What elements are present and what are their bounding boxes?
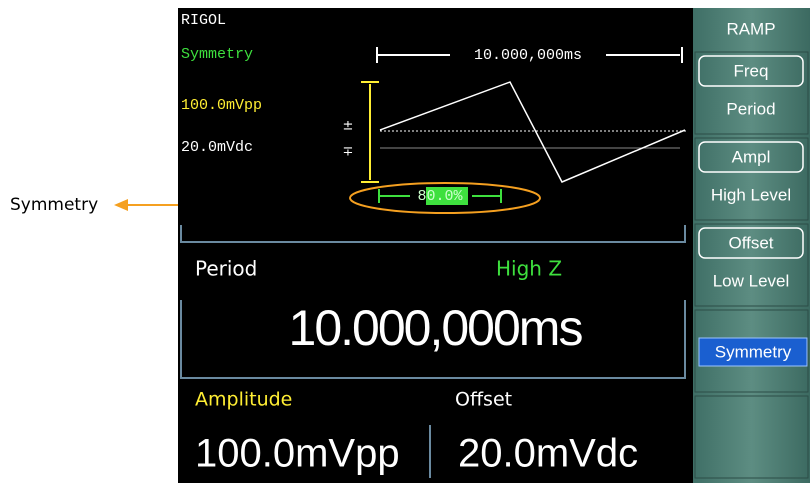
menu-panel	[693, 8, 810, 483]
wave-frame	[180, 225, 686, 243]
menu-tab	[698, 227, 804, 259]
offset-label: Offset	[455, 389, 512, 411]
menu-top: Ampl	[732, 147, 771, 166]
amplitude-label: Amplitude	[195, 389, 292, 411]
menu-tab	[698, 55, 804, 87]
amplitude-small: 100.0mVpp	[181, 97, 262, 114]
menu-button[interactable]	[694, 51, 809, 135]
amplitude-value: 100.0mVpp	[195, 432, 400, 476]
menu-button[interactable]	[694, 395, 809, 479]
menu-bottom: Period	[726, 99, 775, 118]
menu-top: Offset	[728, 233, 773, 252]
menu-selected	[698, 337, 808, 367]
brand: RIGOL	[181, 12, 226, 29]
menu-bottom: Low Level	[713, 271, 790, 290]
svg-text:±: ±	[343, 119, 354, 134]
menu-bottom: High Level	[711, 185, 791, 204]
callout-label: Symmetry	[10, 195, 98, 215]
callout-arrow	[114, 199, 128, 211]
menu-tab	[698, 141, 804, 173]
menu-top: Freq	[734, 61, 769, 80]
offset-value: 20.0mVdc	[458, 432, 638, 476]
svg-text:∓: ∓	[343, 145, 354, 160]
impedance: High Z	[496, 257, 562, 281]
menu-button[interactable]	[694, 223, 809, 307]
menu-button[interactable]	[694, 309, 809, 393]
period-marker: 10.000,000ms	[474, 47, 582, 64]
param-value: 10.000,000ms	[289, 300, 583, 356]
menu-title: RAMP	[726, 19, 775, 38]
mode: Symmetry	[181, 46, 253, 63]
screen	[178, 8, 693, 483]
param-label: Period	[195, 257, 257, 281]
menu-button[interactable]	[694, 137, 809, 221]
menu-top: Symmetry	[715, 342, 792, 361]
offset-small: 20.0mVdc	[181, 139, 253, 156]
callout-ellipse	[349, 182, 541, 214]
symmetry-value: 80.0%	[417, 188, 463, 205]
param-frame	[180, 300, 686, 379]
ramp-wave	[379, 81, 686, 183]
